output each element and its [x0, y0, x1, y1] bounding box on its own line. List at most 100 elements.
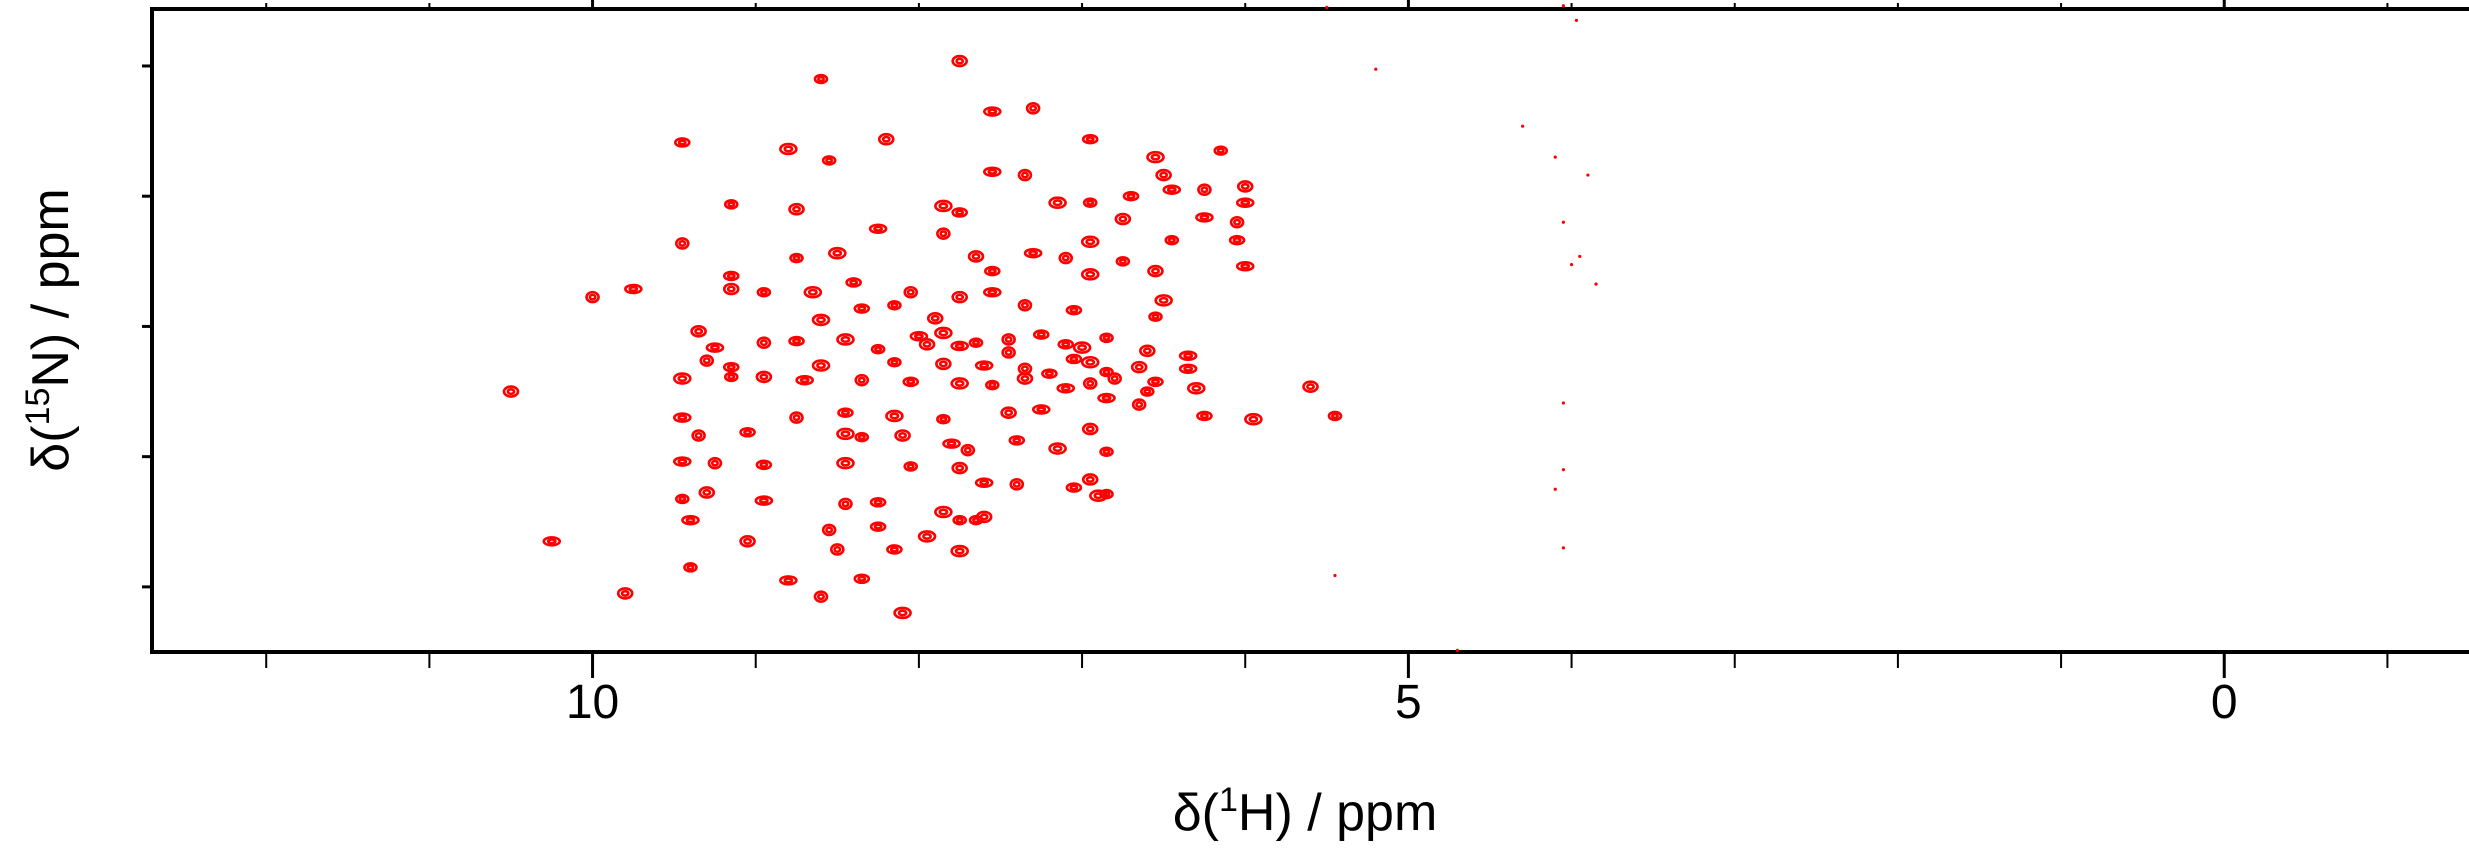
- peak-contour-inner: [987, 267, 997, 275]
- faint-peak: [1586, 173, 1590, 177]
- peak-contour-inner: [988, 381, 997, 389]
- peak-contour-outer: [868, 223, 888, 235]
- peak-contour-outer: [887, 356, 902, 368]
- peak-contour-outer: [811, 313, 831, 327]
- peak: [1122, 190, 1140, 202]
- peak: [1016, 372, 1034, 385]
- peak-contour-outer: [950, 544, 969, 558]
- peak-contour-inner: [1102, 368, 1111, 376]
- peak: [887, 299, 902, 311]
- peak: [1107, 372, 1122, 385]
- peak-contour-inner: [1118, 258, 1127, 265]
- peak: [502, 385, 520, 398]
- peak-contour-outer: [877, 132, 895, 146]
- peak-contour-inner: [889, 412, 900, 420]
- peak-contour-inner: [1134, 363, 1144, 371]
- peak: [755, 370, 773, 384]
- peak: [779, 575, 798, 586]
- peak-contour-inner: [710, 459, 719, 467]
- peak-contour-inner: [979, 362, 990, 369]
- peak: [870, 343, 886, 355]
- peak-contour-inner: [1012, 480, 1021, 488]
- peak-contour-inner: [1232, 237, 1242, 244]
- faint-peak: [1455, 648, 1459, 652]
- peak-contour-outer: [754, 495, 774, 506]
- faint-peak: [1561, 4, 1566, 8]
- peak-contour-outer: [1099, 366, 1114, 378]
- peak: [1032, 329, 1050, 340]
- peak-contour-outer: [885, 409, 904, 423]
- peak-contour-outer: [1186, 381, 1206, 395]
- peak-contour-inner: [938, 360, 948, 368]
- peak-contour-outer: [950, 340, 969, 352]
- peak-contour-outer: [1001, 333, 1016, 346]
- peak-contour-inner: [1240, 182, 1250, 190]
- peak-contour-outer: [1081, 422, 1099, 436]
- x-axis-title-prefix: δ(: [1173, 784, 1220, 842]
- peak-contour-outer: [1023, 247, 1043, 259]
- peak-contour-inner: [783, 577, 794, 584]
- peak-contour-outer: [1146, 150, 1165, 164]
- peak-contour-inner: [1183, 352, 1194, 359]
- peak-contour-inner: [841, 409, 850, 416]
- peak-contour-inner: [954, 379, 965, 387]
- peak-contour-outer: [1080, 235, 1100, 249]
- peak-contour-inner: [1150, 153, 1161, 161]
- peak: [869, 496, 887, 508]
- peak-contour-inner: [1036, 406, 1047, 413]
- peak-contour-outer: [1016, 372, 1034, 385]
- peak-contour-inner: [792, 337, 801, 345]
- peak-contour-outer: [1081, 133, 1099, 145]
- peak-contour-inner: [743, 537, 753, 545]
- peak-contour-inner: [1135, 401, 1144, 409]
- y-axis-ticks: [142, 64, 152, 589]
- peak: [837, 407, 854, 419]
- peak: [1048, 196, 1067, 210]
- peak-contour-inner: [1330, 412, 1339, 420]
- peak-contour-inner: [873, 499, 883, 506]
- peak-contour-outer: [1009, 478, 1025, 491]
- peak: [936, 413, 951, 425]
- peak-contour-outer: [1213, 145, 1229, 156]
- peak-contour-outer: [1000, 406, 1017, 420]
- peak-contour-inner: [678, 239, 687, 247]
- x-tick-label: 0: [2211, 676, 2238, 729]
- peak-contour-inner: [1044, 370, 1054, 377]
- peak: [1057, 339, 1075, 350]
- peak-contour-outer: [1114, 212, 1132, 226]
- peak-contour-inner: [825, 526, 834, 534]
- peak-contour-outer: [1302, 380, 1319, 393]
- peak-contour-inner: [972, 339, 981, 346]
- faint-peak: [1561, 468, 1566, 472]
- peak-contour-outer: [960, 443, 976, 457]
- peak: [983, 106, 1002, 117]
- peak-contour-outer: [853, 573, 871, 585]
- peak-contour-outer: [1107, 372, 1122, 385]
- peak-contour-inner: [1028, 250, 1039, 257]
- peak: [672, 372, 692, 385]
- peak-contour-inner: [759, 339, 768, 347]
- x-axis-title-suffix: H) / ppm: [1238, 784, 1437, 842]
- peak: [723, 371, 739, 383]
- peak-contour-outer: [1017, 298, 1033, 312]
- peak: [674, 237, 690, 250]
- peak: [886, 544, 903, 555]
- peak-contour-inner: [898, 431, 908, 440]
- peak: [795, 374, 814, 386]
- peak-contour-inner: [1085, 475, 1095, 483]
- peak: [926, 311, 944, 325]
- peak: [1009, 478, 1025, 491]
- peak: [903, 285, 919, 299]
- peak: [934, 199, 953, 213]
- peak: [902, 376, 920, 388]
- peak-contour-inner: [840, 430, 851, 438]
- peak-contour-outer: [934, 199, 953, 213]
- peak-contour-outer: [672, 372, 692, 385]
- peak: [1164, 234, 1180, 246]
- peak-contour-inner: [1029, 104, 1038, 112]
- peak: [811, 313, 831, 327]
- peak-contour-outer: [903, 461, 919, 472]
- peak-contour-outer: [935, 357, 952, 371]
- peak: [1302, 380, 1319, 393]
